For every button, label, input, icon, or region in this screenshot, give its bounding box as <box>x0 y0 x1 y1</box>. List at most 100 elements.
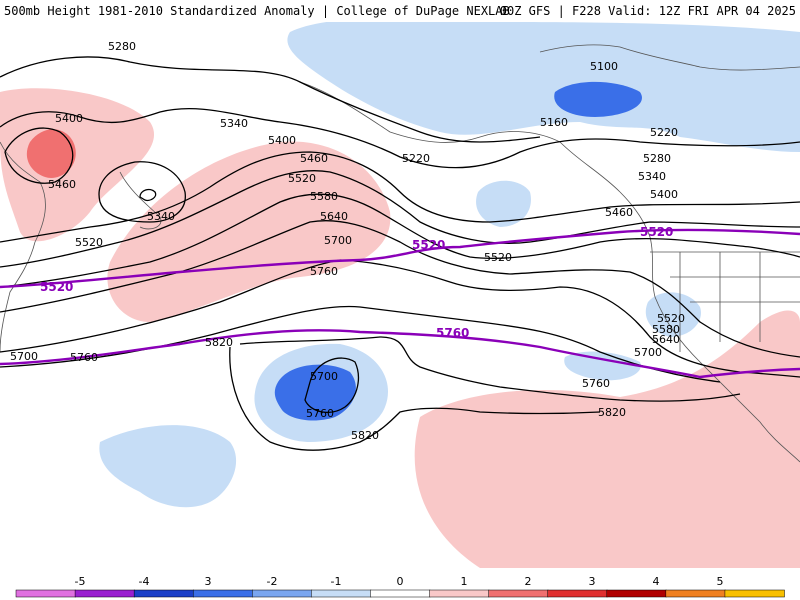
colorbar-segment <box>724 589 785 598</box>
contour-label: 5460 <box>605 206 633 219</box>
purple-contour-label: 5520 <box>640 225 673 239</box>
contour-labels: 5280 5400 5340 5400 5460 5520 5580 5640 … <box>10 40 685 442</box>
contour-label: 5460 <box>300 152 328 165</box>
purple-contour-5520 <box>0 228 800 289</box>
contour-label: 5340 <box>147 210 175 223</box>
contour-line <box>4 127 74 184</box>
map-title: 500mb Height 1981-2010 Standardized Anom… <box>4 4 510 18</box>
colorbar-tick-label: -1 <box>331 575 342 588</box>
contour-label: 5280 <box>108 40 136 53</box>
colorbar-segment <box>606 589 667 598</box>
colorbar-segment <box>547 589 608 598</box>
contour-label: 5820 <box>351 429 379 442</box>
contour-label: 5520 <box>657 312 685 325</box>
positive-anomaly-west-pacific <box>0 88 155 242</box>
contour-label: 5520 <box>288 172 316 185</box>
positive-anomaly-subtropical <box>414 310 800 568</box>
contour-label: 5700 <box>10 350 38 363</box>
contour-label: 5400 <box>268 134 296 147</box>
positive-anomaly-areas <box>0 88 800 568</box>
contour-label: 5700 <box>324 234 352 247</box>
coastline-alaska-north <box>539 44 800 71</box>
contour-label: 5280 <box>643 152 671 165</box>
contour-line <box>239 336 741 402</box>
contour-label: 5640 <box>652 333 680 346</box>
colorbar-segment <box>133 589 194 598</box>
contour-label: 5520 <box>75 236 103 249</box>
colorbar-segment <box>488 589 549 598</box>
contour-label: 5460 <box>48 178 76 191</box>
weather-map: 5280 5400 5340 5400 5460 5520 5580 5640 … <box>0 22 800 568</box>
colorbar-tick-label: 0 <box>397 575 404 588</box>
colorbar-segment <box>252 589 313 598</box>
negative-anomaly-baja <box>564 351 641 381</box>
colorbar-tick-label: 3 <box>205 575 212 588</box>
colorbar-tick-label: 4 <box>653 575 660 588</box>
contour-line <box>304 357 359 413</box>
colorbar-segment <box>370 589 431 598</box>
contour-line <box>0 193 800 288</box>
purple-contour-label: 5520 <box>40 280 73 294</box>
positive-anomaly-strong-west <box>26 129 76 178</box>
colorbar-tick-label: -5 <box>75 575 86 588</box>
coastline-kamchatka <box>119 171 162 230</box>
coastline-north-america <box>619 191 800 463</box>
colorbar-tick-label: 3 <box>589 575 596 588</box>
coastline-alaska <box>299 81 621 193</box>
height-contours <box>0 56 800 451</box>
negative-anomaly-strong-alaska <box>554 81 642 117</box>
colorbar-segment <box>429 589 490 598</box>
coastlines <box>0 44 800 463</box>
contour-label: 5700 <box>634 346 662 359</box>
contour-label: 5160 <box>540 116 568 129</box>
contour-label: 5820 <box>598 406 626 419</box>
contour-label: 5760 <box>310 265 338 278</box>
contour-line <box>0 259 800 378</box>
contour-label: 5640 <box>320 210 348 223</box>
contour-line <box>0 305 721 383</box>
purple-contour-label: 5760 <box>436 326 469 340</box>
contour-line <box>0 107 800 169</box>
colorbar-segment <box>311 589 372 598</box>
contour-label: 5400 <box>650 188 678 201</box>
contour-label: 5220 <box>650 126 678 139</box>
colorbar-segments <box>15 589 785 598</box>
colorbar-segment <box>665 589 726 598</box>
positive-anomaly-central-pacific <box>107 141 391 322</box>
colorbar-tick-label: 2 <box>525 575 532 588</box>
contour-label: 5760 <box>582 377 610 390</box>
contour-label: 5100 <box>590 60 618 73</box>
contour-label: 5220 <box>402 152 430 165</box>
contour-label: 5700 <box>310 370 338 383</box>
contour-line <box>0 170 800 268</box>
reference-contour-labels: 5520 5520 5520 5760 <box>40 225 673 340</box>
colorbar-segment <box>192 589 254 598</box>
contour-line <box>0 56 541 143</box>
colorbar-tick-label: -4 <box>139 575 150 588</box>
contour-line <box>229 346 601 451</box>
contour-label: 5340 <box>638 170 666 183</box>
negative-anomaly-coast <box>645 292 701 337</box>
colorbar-segment <box>15 589 76 598</box>
model-run-info: 00Z GFS | F228 Valid: 12Z FRI APR 04 202… <box>499 4 796 18</box>
contour-label: 5520 <box>484 251 512 264</box>
contour-label: 5580 <box>310 190 338 203</box>
negative-anomaly-strong-low <box>274 364 356 421</box>
purple-contour-5760 <box>0 329 800 379</box>
negative-anomaly-north-pacific <box>287 22 800 152</box>
map-header: 500mb Height 1981-2010 Standardized Anom… <box>0 0 800 22</box>
contour-label: 5340 <box>220 117 248 130</box>
contour-label: 5400 <box>55 112 83 125</box>
contour-label: 5820 <box>205 336 233 349</box>
contour-line <box>139 188 157 202</box>
anomaly-colorbar: -5 -4 3 -2 -1 0 1 2 3 4 5 <box>15 575 785 598</box>
contour-line <box>0 151 800 243</box>
colorbar-tick-label: 5 <box>717 575 724 588</box>
purple-contour-label: 5520 <box>412 238 445 252</box>
negative-anomaly-areas <box>99 22 800 508</box>
coastline-asia <box>0 141 46 353</box>
colorbar-tick-label: 1 <box>461 575 468 588</box>
negative-anomaly-tropical <box>99 425 237 508</box>
contour-line <box>98 161 186 223</box>
colorbar-segment <box>74 589 135 598</box>
